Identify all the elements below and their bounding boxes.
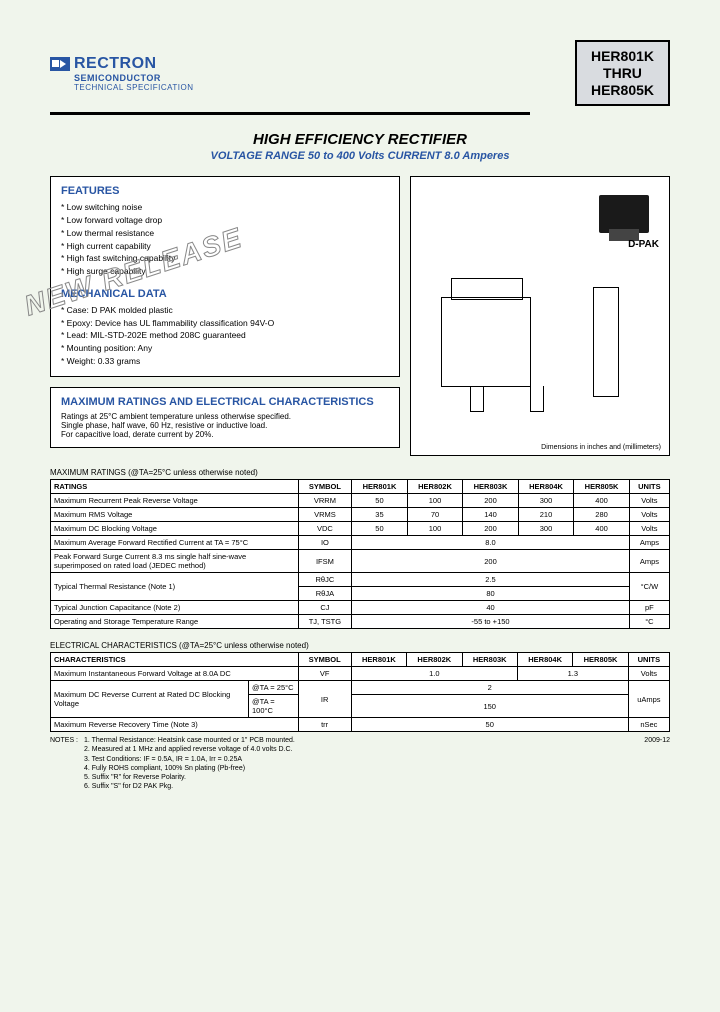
feature-item: Low forward voltage drop <box>61 214 389 227</box>
mech-item: Lead: MIL-STD-202E method 208C guarantee… <box>61 329 389 342</box>
mech-heading: MECHANICAL DATA <box>61 288 389 300</box>
characteristics-table: CHARACTERISTICSSYMBOLHER801KHER802KHER80… <box>50 652 670 732</box>
part-l3: HER805K <box>591 82 654 99</box>
pkg-side <box>593 287 619 397</box>
logo: RECTRON SEMICONDUCTOR TECHNICAL SPECIFIC… <box>50 55 194 92</box>
doc-title: HIGH EFFICIENCY RECTIFIER <box>50 131 670 148</box>
logo-name: RECTRON <box>74 55 157 73</box>
feature-item: High fast switching capability <box>61 252 389 265</box>
ratings-table: RATINGSSYMBOLHER801KHER802KHER803KHER804… <box>50 479 670 629</box>
title-block: HIGH EFFICIENCY RECTIFIER VOLTAGE RANGE … <box>50 131 670 162</box>
mech-item: Mounting position: Any <box>61 342 389 355</box>
logo-sub: SEMICONDUCTOR <box>74 73 194 83</box>
header: RECTRON SEMICONDUCTOR TECHNICAL SPECIFIC… <box>50 40 670 106</box>
package-drawing-box: D-PAK Dimensions in inches and (millimet… <box>410 176 670 456</box>
mid-row: FEATURES Low switching noiseLow forward … <box>50 176 670 456</box>
header-rule <box>50 112 530 115</box>
package-drawing <box>421 267 659 431</box>
mech-item: Case: D PAK molded plastic <box>61 304 389 317</box>
pkg-front <box>441 297 531 387</box>
notes-label: NOTES : <box>50 736 78 745</box>
notes-list: 1. Thermal Resistance: Heatsink case mou… <box>84 736 295 791</box>
doc-date: 2009-12 <box>644 736 670 745</box>
part-l1: HER801K <box>591 48 654 65</box>
max-body: Ratings at 25°C ambient temperature unle… <box>61 412 389 439</box>
feature-item: Low switching noise <box>61 201 389 214</box>
mech-list: Case: D PAK molded plasticEpoxy: Device … <box>61 304 389 368</box>
feature-item: Low thermal resistance <box>61 227 389 240</box>
mech-item: Epoxy: Device has UL flammability classi… <box>61 317 389 330</box>
features-box: FEATURES Low switching noiseLow forward … <box>50 176 400 376</box>
features-heading: FEATURES <box>61 185 389 197</box>
feature-item: High surge capability <box>61 265 389 278</box>
chip-photo <box>599 195 649 233</box>
part-number-box: HER801K THRU HER805K <box>575 40 670 106</box>
mech-item: Weight: 0.33 grams <box>61 355 389 368</box>
table2-caption: ELECTRICAL CHARACTERISTICS (@TA=25°C unl… <box>50 641 670 650</box>
table1-caption: MAXIMUM RATINGS (@TA=25°C unless otherwi… <box>50 468 670 477</box>
dimension-note: Dimensions in inches and (millimeters) <box>541 444 661 451</box>
max-ratings-box: MAXIMUM RATINGS AND ELECTRICAL CHARACTER… <box>50 387 400 448</box>
logo-icon <box>50 57 70 71</box>
max-heading: MAXIMUM RATINGS AND ELECTRICAL CHARACTER… <box>61 396 389 408</box>
logo-spec: TECHNICAL SPECIFICATION <box>74 83 194 92</box>
features-list: Low switching noiseLow forward voltage d… <box>61 201 389 278</box>
doc-subtitle: VOLTAGE RANGE 50 to 400 Volts CURRENT 8.… <box>50 150 670 162</box>
part-l2: THRU <box>591 65 654 82</box>
package-label: D-PAK <box>628 239 659 250</box>
feature-item: High current capability <box>61 240 389 253</box>
notes-block: NOTES : 1. Thermal Resistance: Heatsink … <box>50 736 670 791</box>
